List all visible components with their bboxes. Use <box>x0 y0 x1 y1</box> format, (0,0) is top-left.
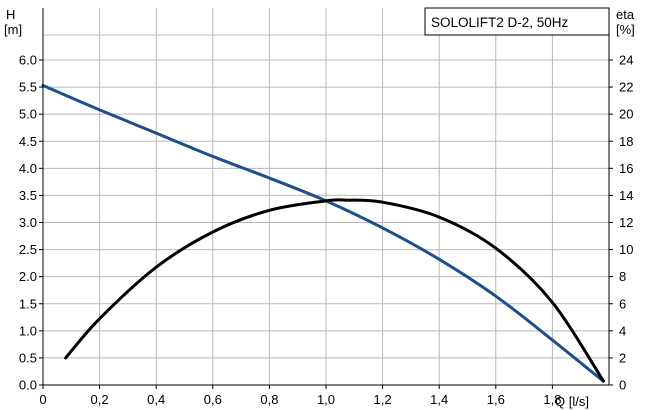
y-left-tick-label: 2.0 <box>19 269 37 284</box>
x-tick-label: 0,4 <box>147 392 165 407</box>
y-right-tick-label: 0 <box>619 378 626 393</box>
y-right-tick-label: 16 <box>619 161 633 176</box>
y-left-tick-label: 2.5 <box>19 242 37 257</box>
head-curve-line <box>41 83 605 383</box>
y-left-tick-label: 4.5 <box>19 134 37 149</box>
y-left-tick-label: 3.5 <box>19 188 37 203</box>
x-tick-label: 0,6 <box>204 392 222 407</box>
x-tick-label: 1,4 <box>430 392 448 407</box>
y-left-tick-label: 1.5 <box>19 296 37 311</box>
y-left-tick-label: 0.0 <box>19 378 37 393</box>
right-axis-name: eta <box>616 7 635 22</box>
y-right-tick-label: 8 <box>619 269 626 284</box>
y-right-tick-label: 4 <box>619 323 626 338</box>
x-tick-label: 1,2 <box>374 392 392 407</box>
left-axis-name: H <box>6 7 15 22</box>
y-left-tick-label: 6.0 <box>19 53 37 68</box>
y-right-tick-label: 18 <box>619 134 633 149</box>
y-left-tick-label: 5.0 <box>19 107 37 122</box>
ticks: 0.0 0.5 1.0 1.5 2.0 2.5 3.0 3.5 4.0 4.5 5.0 5.5 6.0 0… <box>19 53 634 408</box>
x-tick-label: 1,0 <box>317 392 335 407</box>
y-left-tick-label: 1.0 <box>19 323 37 338</box>
x-tick-label: 0,2 <box>91 392 109 407</box>
y-right-tick-label: 22 <box>619 80 633 95</box>
right-axis-unit: [%] <box>616 22 635 37</box>
y-right-tick-label: 6 <box>619 296 626 311</box>
x-axis-label: Q [l/s] <box>555 394 589 409</box>
y-left-tick-label: 0.5 <box>19 350 37 365</box>
efficiency-curve-line <box>64 198 605 383</box>
y-right-tick-label: 2 <box>619 350 626 365</box>
y-right-tick-label: 10 <box>619 242 633 257</box>
legend-box <box>424 7 610 36</box>
y-right-tick-label: 12 <box>619 215 633 230</box>
y-left-tick-label: 4.0 <box>19 161 37 176</box>
series-layer <box>41 83 605 383</box>
x-tick-label: 0 <box>39 392 46 407</box>
x-tick-label: 1,8 <box>543 392 561 407</box>
y-left-tick-label: 5.5 <box>19 80 37 95</box>
grid <box>43 8 609 385</box>
y-right-tick-label: 14 <box>619 188 633 203</box>
y-left-tick-label: 3.0 <box>19 215 37 230</box>
left-axis-unit: [m] <box>4 22 22 37</box>
y-right-tick-label: 24 <box>619 53 633 68</box>
chart-title: SOLOLIFT2 D-2, 50Hz <box>431 15 569 30</box>
y-right-tick-label: 20 <box>619 107 633 122</box>
x-tick-label: 0,8 <box>260 392 278 407</box>
x-tick-label: 1,6 <box>487 392 505 407</box>
